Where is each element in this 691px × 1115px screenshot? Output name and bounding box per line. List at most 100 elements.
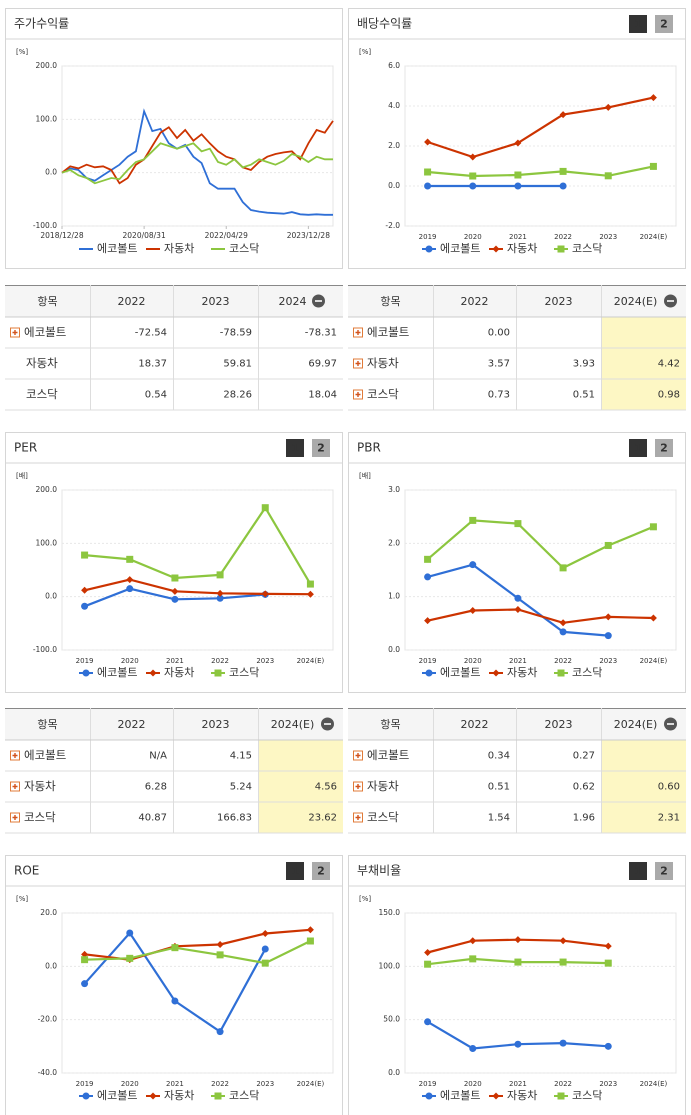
row-name: 코스닥 [367, 387, 399, 401]
point [514, 958, 522, 966]
legend-label: 에코볼트 [97, 1089, 137, 1102]
table-cell: 0.51 [488, 782, 510, 793]
plot-area [61, 489, 334, 651]
point [557, 1092, 565, 1100]
legend-label: 에코볼트 [440, 666, 480, 679]
tab-button[interactable] [312, 862, 330, 880]
point [514, 520, 522, 528]
tab-button[interactable] [655, 15, 673, 33]
tab-button[interactable] [655, 862, 673, 880]
tab-button-label[interactable]: 1 [634, 442, 642, 455]
y-unit: [배] [16, 471, 28, 480]
table-cell: 0.51 [573, 390, 595, 401]
tab-button[interactable] [286, 439, 304, 457]
point [514, 936, 522, 944]
table-cell: 4.15 [230, 751, 252, 762]
point [216, 940, 224, 948]
point [82, 669, 90, 677]
row-name: 자동차 [26, 356, 58, 370]
x-tick-label: 2019 [76, 1080, 94, 1088]
point [424, 960, 432, 968]
x-tick-label: 2021 [166, 657, 184, 665]
chart-title: 주가수익률 [14, 17, 69, 31]
table-header: 2024(E) [271, 718, 315, 731]
tab-button-label[interactable]: 2 [317, 865, 325, 878]
tab-button[interactable] [655, 439, 673, 457]
point [214, 1092, 222, 1100]
table-cell: 40.87 [138, 813, 167, 824]
series-line [84, 505, 312, 585]
tab-button-label[interactable]: 2 [660, 442, 668, 455]
table-header: 2024(E) [614, 295, 658, 308]
point [424, 138, 432, 146]
x-tick-label: 2021 [509, 233, 527, 241]
x-tick-label: 2021 [509, 657, 527, 665]
table-header: 2022 [461, 718, 489, 731]
point [469, 182, 477, 190]
table-cell: 23.62 [308, 813, 337, 824]
point [425, 669, 433, 677]
x-tick-label: 2019 [419, 233, 437, 241]
table-cell: -78.31 [305, 328, 337, 339]
expand-icon-plus [355, 330, 361, 335]
point [514, 139, 522, 147]
y-tick-label: 0.0 [45, 168, 57, 177]
table-cell: 18.37 [138, 359, 167, 370]
legend-label: 자동차 [507, 242, 537, 255]
x-tick-label: 2023 [256, 657, 274, 665]
point [559, 619, 567, 627]
point [514, 171, 522, 179]
x-tick-label: 2020/08/31 [123, 231, 166, 240]
tab-button[interactable] [629, 862, 647, 880]
tab-button-label[interactable]: 1 [291, 865, 299, 878]
tab-button-label[interactable]: 2 [660, 18, 668, 31]
point [424, 573, 432, 581]
tab-button[interactable] [629, 15, 647, 33]
legend-label: 에코볼트 [440, 1089, 480, 1102]
table-cell: 0.54 [145, 390, 167, 401]
tab-button-label[interactable]: 1 [291, 442, 299, 455]
x-tick-label: 2018/12/28 [40, 231, 83, 240]
tab-button[interactable] [629, 439, 647, 457]
table-cell: -78.59 [220, 328, 252, 339]
tab-button-label[interactable]: 2 [317, 442, 325, 455]
y-tick-label: 0.0 [388, 1068, 400, 1077]
table-header: 항목 [380, 295, 400, 308]
x-tick-label: 2024(E) [640, 233, 668, 241]
x-tick-label: 2022 [211, 1080, 229, 1088]
series-line [61, 120, 334, 185]
y-tick-label: 100.0 [379, 961, 401, 970]
table-header: 2023 [545, 718, 573, 731]
table-cell: 166.83 [217, 813, 252, 824]
point [559, 111, 567, 119]
y-tick-label: 6.0 [388, 61, 400, 70]
x-tick-label: 2020 [121, 1080, 139, 1088]
chart-title: 부채비율 [357, 864, 401, 878]
point [492, 245, 500, 253]
y-tick-label: -2.0 [385, 221, 400, 230]
table-cell: 3.93 [573, 359, 595, 370]
x-tick-label: 2019 [76, 657, 94, 665]
point [216, 589, 224, 597]
legend-label: 에코볼트 [440, 242, 480, 255]
tab-button[interactable] [286, 862, 304, 880]
table-cell: 28.26 [223, 390, 252, 401]
y-tick-label: 1.0 [388, 592, 400, 601]
series-line [84, 578, 311, 596]
y-tick-label: -40.0 [38, 1068, 58, 1077]
tab-button[interactable] [312, 439, 330, 457]
row-name: 에코볼트 [24, 748, 66, 762]
chart-title: PER [14, 441, 37, 455]
point [604, 103, 612, 111]
table-cell: N/A [149, 751, 167, 762]
legend-label: 코스닥 [229, 666, 259, 679]
tab-button-label[interactable]: 2 [660, 865, 668, 878]
table-header: 2023 [202, 718, 230, 731]
point [81, 586, 89, 594]
point [425, 245, 433, 253]
expand-icon-plus [12, 753, 18, 758]
point [469, 516, 477, 524]
tab-button-label[interactable]: 1 [634, 865, 642, 878]
table-cell: -72.54 [135, 328, 167, 339]
tab-button-label[interactable]: 1 [634, 18, 642, 31]
